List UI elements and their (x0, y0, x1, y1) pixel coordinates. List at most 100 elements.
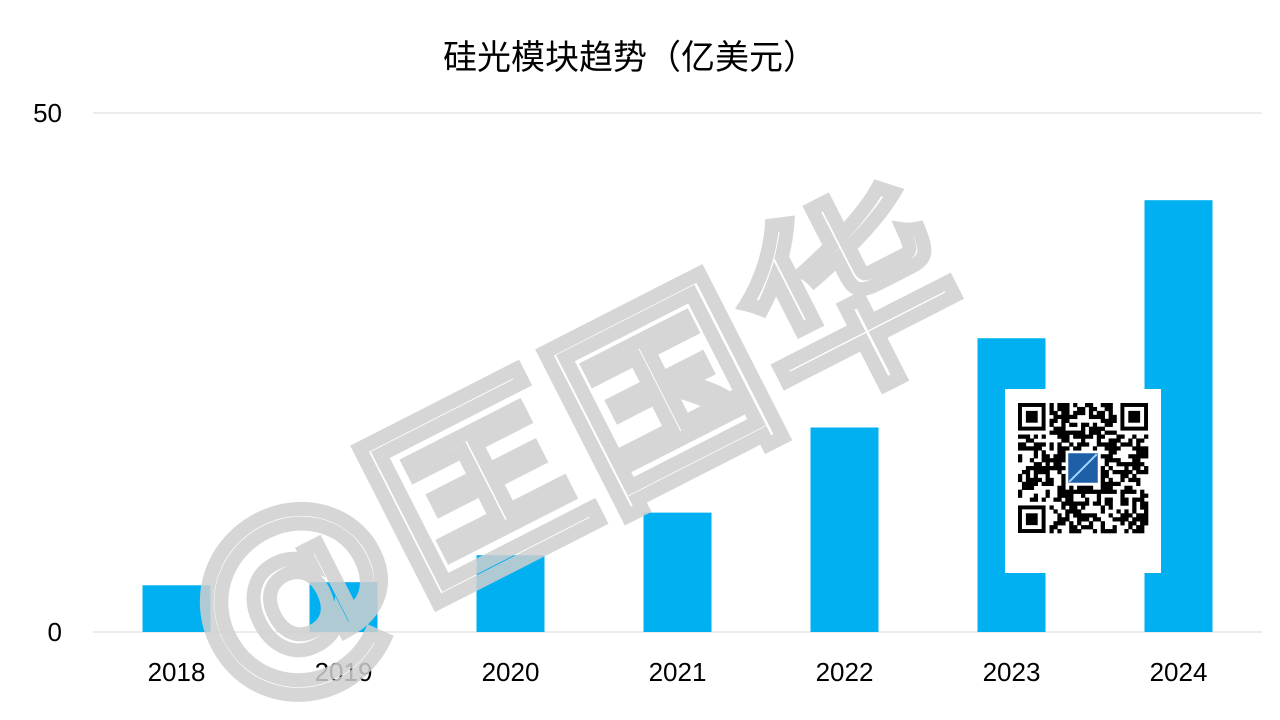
qr-module (1140, 450, 1145, 455)
qr-module (1057, 446, 1062, 451)
qr-module (1057, 403, 1062, 408)
qr-module (1041, 434, 1046, 439)
qr-module (1061, 418, 1066, 423)
qr-module (1128, 513, 1133, 518)
qr-module (1073, 513, 1078, 518)
qr-module (1049, 477, 1054, 483)
qr-module (1112, 489, 1117, 494)
qr-module (1057, 493, 1062, 498)
qr-module (1116, 469, 1121, 475)
qr-module (1077, 501, 1082, 506)
qr-module (1061, 414, 1066, 420)
qr-module (1116, 481, 1121, 487)
qr-module (1124, 442, 1129, 447)
qr-module (1100, 489, 1105, 494)
qr-module (1033, 434, 1038, 439)
qr-module (1018, 454, 1023, 459)
qr-module (1077, 406, 1082, 412)
qr-module (1100, 505, 1105, 510)
qr-module (1057, 489, 1062, 494)
qr-module (1132, 477, 1137, 483)
qr-module (1124, 473, 1129, 479)
qr-finder (1128, 410, 1141, 423)
qr-module (1100, 414, 1105, 420)
qr-module (1096, 517, 1102, 522)
qr-module (1081, 406, 1086, 412)
bar-2019 (309, 582, 378, 632)
qr-module (1108, 505, 1113, 510)
qr-module (1120, 434, 1125, 439)
qr-module (1041, 481, 1046, 487)
qr-module (1136, 517, 1141, 522)
qr-module (1120, 521, 1125, 526)
qr-module (1096, 434, 1102, 439)
qr-module (1084, 403, 1090, 408)
qr-module (1112, 418, 1117, 423)
qr-module (1061, 485, 1066, 490)
qr-module (1104, 469, 1109, 475)
qr-module (1100, 442, 1105, 447)
qr-module (1116, 458, 1121, 463)
qr-module (1144, 446, 1149, 451)
qr-module (1104, 418, 1109, 423)
qr-module (1041, 458, 1046, 463)
qr-module (1061, 493, 1066, 498)
qr-module (1018, 442, 1023, 447)
qr-module (1088, 403, 1094, 408)
qr-module (1037, 446, 1042, 451)
qr-module (1100, 434, 1105, 439)
qr-module (1140, 469, 1145, 475)
qr-module (1104, 489, 1109, 494)
qr-module (1136, 529, 1141, 534)
qr-module (1029, 438, 1035, 443)
qr-module (1053, 497, 1058, 502)
qr-module (1057, 521, 1062, 526)
qr-module (1096, 410, 1102, 416)
qr-module (1104, 458, 1109, 463)
qr-module (1108, 442, 1113, 447)
qr-module (1065, 517, 1070, 522)
qr-module (1084, 525, 1090, 530)
qr-module (1053, 466, 1058, 471)
qr-module (1073, 422, 1078, 427)
qr-module (1120, 442, 1125, 447)
qr-module (1037, 466, 1042, 471)
qr-module (1144, 509, 1149, 514)
qr-module (1108, 446, 1113, 451)
qr-module (1132, 497, 1137, 502)
qr-module (1136, 469, 1141, 475)
qr-module (1084, 434, 1090, 439)
qr-module (1041, 466, 1046, 471)
qr-module (1124, 509, 1129, 514)
qr-module (1077, 410, 1082, 416)
qr-module (1140, 493, 1145, 498)
qr-module (1065, 406, 1070, 412)
qr-module (1069, 497, 1074, 502)
qr-module (1120, 493, 1125, 498)
qr-module (1029, 497, 1035, 502)
x-tick-label: 2021 (649, 657, 707, 687)
qr-module (1057, 454, 1062, 459)
qr-module (1108, 513, 1113, 518)
qr-module (1069, 505, 1074, 510)
qr-module (1057, 434, 1062, 439)
qr-module (1061, 446, 1066, 451)
qr-module (1045, 489, 1050, 494)
qr-module (1065, 414, 1070, 420)
qr-module (1018, 446, 1023, 451)
qr-module (1029, 477, 1035, 483)
qr-module (1069, 493, 1074, 498)
qr-module (1081, 525, 1086, 530)
qr-module (1018, 489, 1023, 494)
qr-module (1088, 406, 1094, 412)
qr-module (1041, 442, 1046, 447)
qr-module (1025, 481, 1031, 487)
qr-finder (1025, 410, 1038, 423)
qr-module (1144, 434, 1149, 439)
qr-module (1077, 442, 1082, 447)
qr-module (1096, 489, 1102, 494)
qr-module (1108, 466, 1113, 471)
qr-module (1096, 493, 1102, 498)
qr-module (1057, 485, 1062, 490)
qr-module (1132, 454, 1137, 459)
